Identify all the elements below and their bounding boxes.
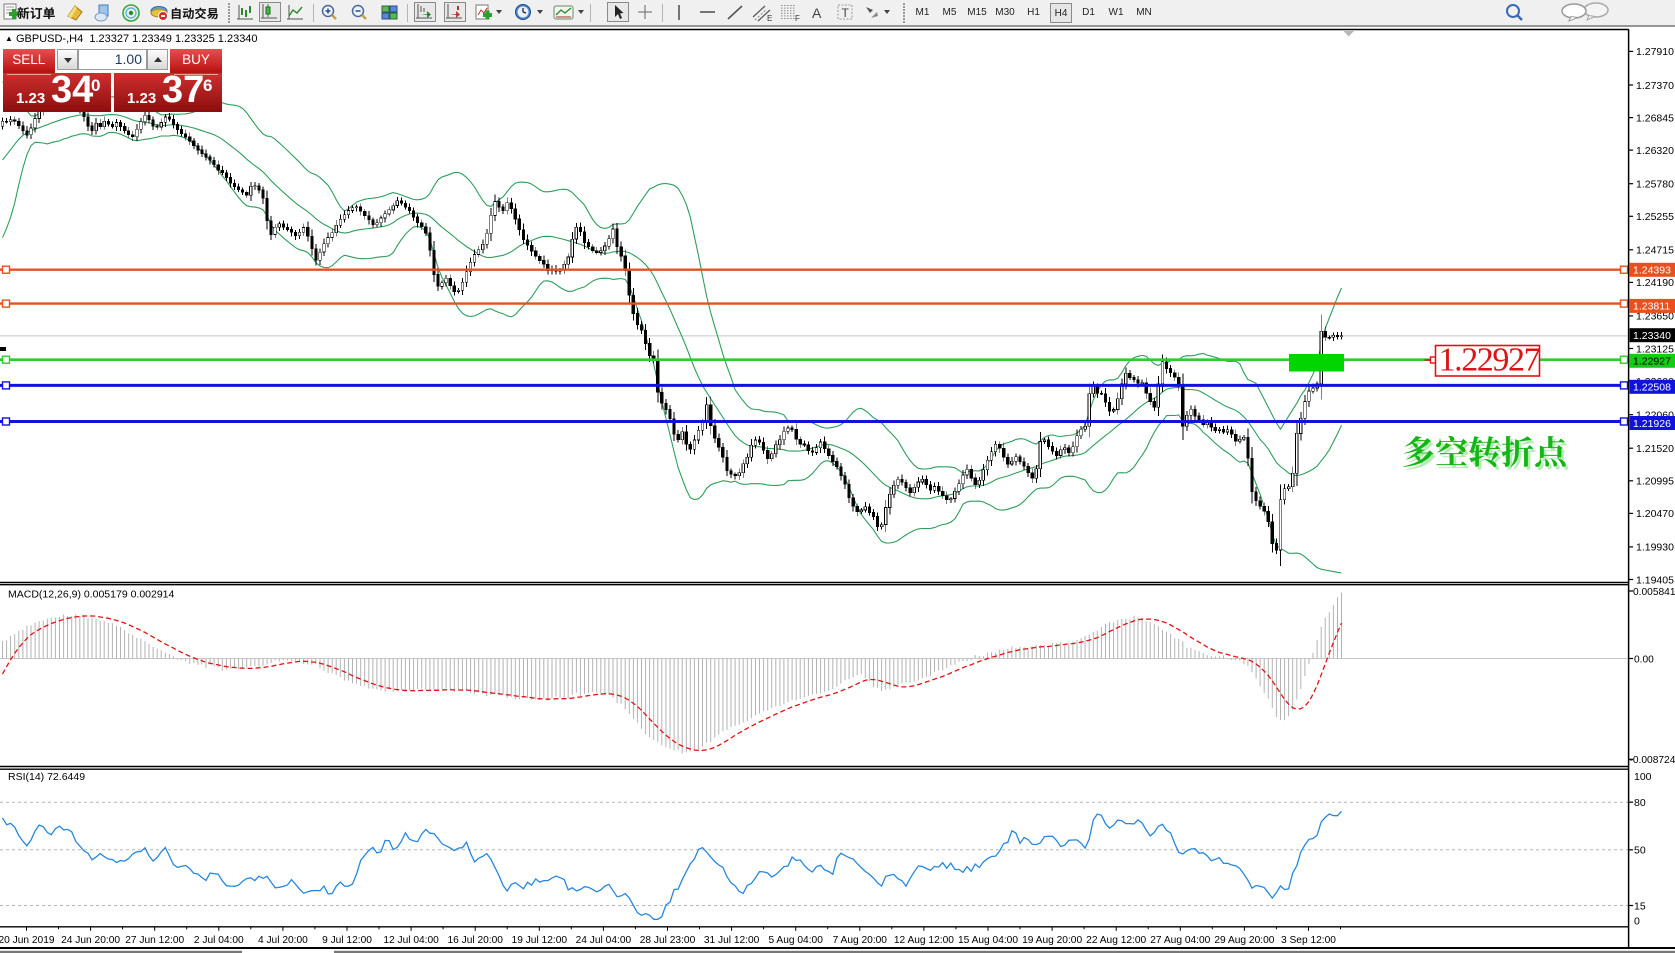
svg-text:MACD(12,26,9) 0.005179 0.00291: MACD(12,26,9) 0.005179 0.002914	[8, 589, 175, 601]
svg-text:15: 15	[1634, 900, 1646, 912]
svg-text:27 Aug 04:00: 27 Aug 04:00	[1150, 935, 1210, 946]
svg-text:RSI(14) 72.6449: RSI(14) 72.6449	[8, 771, 85, 783]
svg-text:31 Jul 12:00: 31 Jul 12:00	[704, 935, 760, 946]
svg-text:1.21926: 1.21926	[1633, 418, 1671, 430]
svg-text:24 Jul 04:00: 24 Jul 04:00	[576, 935, 632, 946]
svg-text:4 Jul 20:00: 4 Jul 20:00	[258, 935, 308, 946]
svg-text:F: F	[795, 14, 800, 23]
svg-text:16 Jul 20:00: 16 Jul 20:00	[447, 935, 503, 946]
svg-text:1.25780: 1.25780	[1636, 179, 1674, 191]
svg-text:80: 80	[1634, 797, 1646, 809]
svg-text:1.26845: 1.26845	[1636, 112, 1674, 124]
svg-text:0.00: 0.00	[1634, 654, 1654, 665]
svg-text:1.27370: 1.27370	[1636, 80, 1674, 92]
svg-text:A: A	[812, 5, 822, 21]
svg-text:27 Jun 12:00: 27 Jun 12:00	[125, 935, 184, 946]
svg-text:19 Aug 20:00: 19 Aug 20:00	[1022, 935, 1082, 946]
svg-text:-0.008724: -0.008724	[1630, 755, 1675, 766]
svg-text:22 Aug 12:00: 22 Aug 12:00	[1086, 935, 1146, 946]
svg-text:7 Aug 20:00: 7 Aug 20:00	[833, 935, 888, 946]
svg-text:2 Jul 04:00: 2 Jul 04:00	[194, 935, 244, 946]
svg-text:5 Aug 04:00: 5 Aug 04:00	[769, 935, 824, 946]
svg-text:1.23650: 1.23650	[1636, 311, 1674, 323]
svg-text:1.20470: 1.20470	[1636, 508, 1674, 520]
svg-text:9 Jul 12:00: 9 Jul 12:00	[322, 935, 372, 946]
svg-text:3 Sep 12:00: 3 Sep 12:00	[1281, 935, 1336, 946]
svg-text:50: 50	[1634, 845, 1646, 857]
svg-text:1.20995: 1.20995	[1636, 476, 1674, 488]
svg-text:1.25255: 1.25255	[1636, 211, 1674, 223]
svg-text:19 Jul 12:00: 19 Jul 12:00	[512, 935, 568, 946]
svg-text:1.19930: 1.19930	[1636, 542, 1674, 554]
svg-text:100: 100	[1634, 771, 1652, 783]
svg-text:1.26320: 1.26320	[1636, 145, 1674, 157]
svg-text:E: E	[767, 14, 772, 23]
svg-text:15 Aug 04:00: 15 Aug 04:00	[958, 935, 1018, 946]
svg-text:1.23340: 1.23340	[1633, 330, 1671, 342]
svg-text:20 Jun 2019: 20 Jun 2019	[0, 935, 55, 946]
svg-text:1.27910: 1.27910	[1636, 46, 1674, 58]
svg-text:0.005841: 0.005841	[1633, 587, 1675, 598]
svg-text:1.19405: 1.19405	[1636, 574, 1674, 586]
svg-text:0: 0	[1634, 915, 1640, 927]
svg-text:24 Jun 20:00: 24 Jun 20:00	[61, 935, 120, 946]
svg-text:1.22927: 1.22927	[1633, 356, 1671, 368]
svg-text:12 Jul 04:00: 12 Jul 04:00	[383, 935, 439, 946]
svg-text:1.24715: 1.24715	[1636, 245, 1674, 257]
svg-text:T: T	[842, 6, 850, 20]
svg-text:1.22927: 1.22927	[1439, 342, 1541, 379]
svg-text:29 Aug 20:00: 29 Aug 20:00	[1214, 935, 1274, 946]
svg-text:1.24190: 1.24190	[1636, 277, 1674, 289]
svg-text:1.23811: 1.23811	[1633, 301, 1670, 313]
svg-text:1.22508: 1.22508	[1633, 382, 1671, 394]
svg-text:1.21520: 1.21520	[1636, 443, 1674, 455]
svg-text:12 Aug 12:00: 12 Aug 12:00	[894, 935, 954, 946]
svg-text:1.24393: 1.24393	[1633, 265, 1671, 277]
svg-text:28 Jul 23:00: 28 Jul 23:00	[640, 935, 696, 946]
svg-text:1.23125: 1.23125	[1636, 343, 1674, 355]
